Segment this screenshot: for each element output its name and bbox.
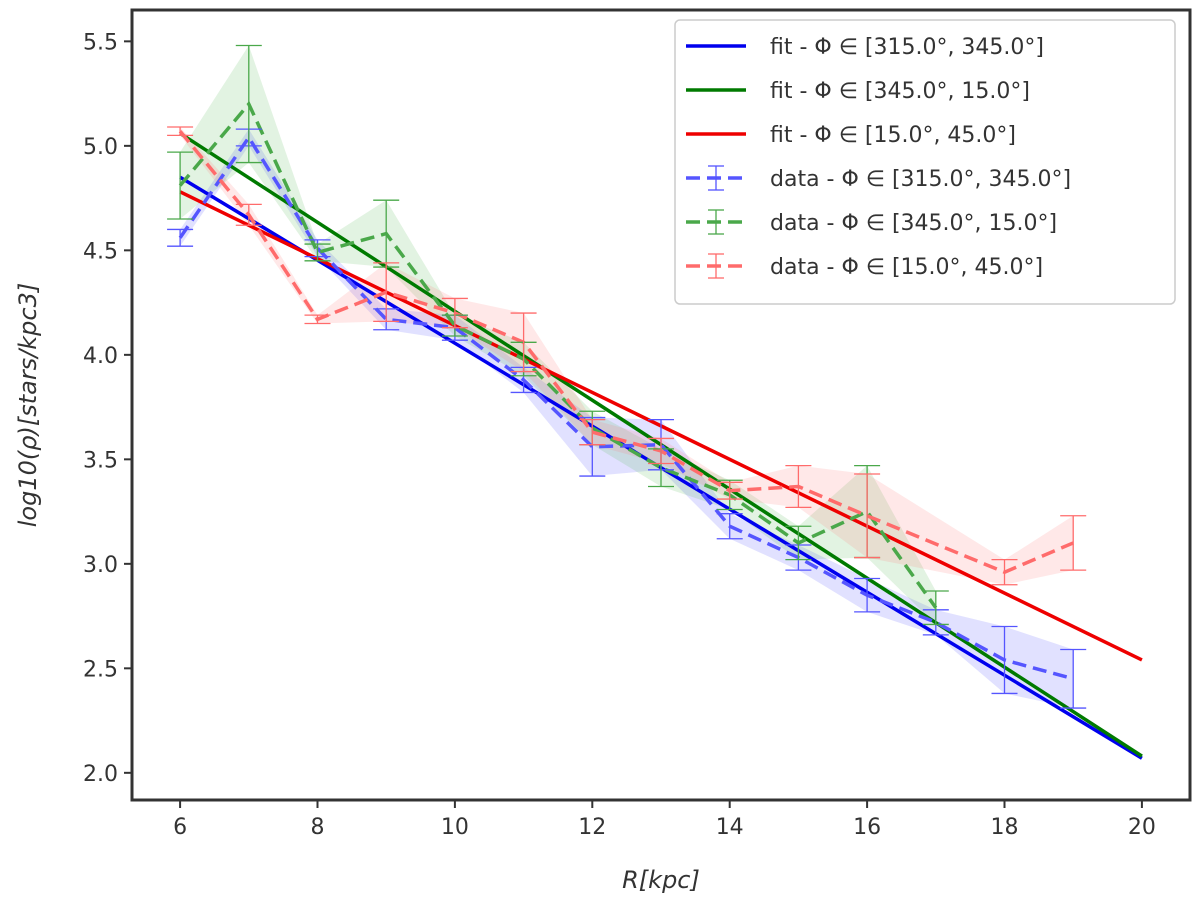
y-tick-label: 2.0 [83, 762, 118, 787]
error-band-2 [180, 45, 936, 625]
y-axis-label: log10(ρ)[stars/kpc3] [14, 283, 42, 528]
y-tick-label: 4.5 [83, 239, 118, 264]
y-axis-ticks: 2.0 2.5 3.0 3.5 4.0 4.5 5.0 5.5 [83, 30, 132, 787]
x-tick-label: 14 [716, 815, 744, 840]
x-tick-label: 6 [173, 815, 187, 840]
y-tick-label: 4.0 [83, 344, 118, 369]
data-line-1 [178, 134, 1074, 681]
error-bars [167, 44, 1087, 709]
data-line-2 [178, 100, 938, 609]
legend-label-1: fit - Φ ∈ [315.0°, 345.0°] [770, 35, 1044, 60]
legend-box [674, 19, 1176, 305]
x-tick-label: 8 [310, 815, 324, 840]
legend-label-2: fit - Φ ∈ [345.0°, 15.0°] [770, 79, 1030, 104]
x-tick-label: 10 [441, 815, 469, 840]
legend-label-5: data - Φ ∈ [345.0°, 15.0°] [770, 211, 1057, 236]
x-tick-label: 12 [578, 815, 606, 840]
legend-label-6: data - Φ ∈ [15.0°, 45.0°] [770, 255, 1043, 280]
y-tick-label: 2.5 [83, 657, 118, 682]
x-axis-ticks: 6 8 10 12 14 16 18 20 [173, 800, 1156, 840]
x-tick-label: 16 [853, 815, 881, 840]
legend: fit - Φ ∈ [315.0°, 345.0°] fit - Φ ∈ [345… [674, 19, 1176, 305]
legend-label-3: fit - Φ ∈ [15.0°, 45.0°] [770, 123, 1016, 148]
y-tick-label: 3.0 [83, 553, 118, 578]
error-bands [180, 45, 1074, 709]
x-tick-label: 20 [1128, 815, 1156, 840]
legend-label-4: data - Φ ∈ [315.0°, 345.0°] [770, 167, 1071, 192]
error-band-1 [180, 129, 1074, 709]
x-tick-label: 18 [991, 815, 1019, 840]
y-tick-label: 3.5 [83, 448, 118, 473]
plot-frame [130, 8, 1192, 802]
y-tick-label: 5.0 [83, 135, 118, 160]
x-axis-label: R[kpc] [622, 866, 700, 894]
y-tick-label: 5.5 [83, 30, 118, 55]
axis-labels: R[kpc] log10(ρ)[stars/kpc3] [14, 283, 700, 894]
